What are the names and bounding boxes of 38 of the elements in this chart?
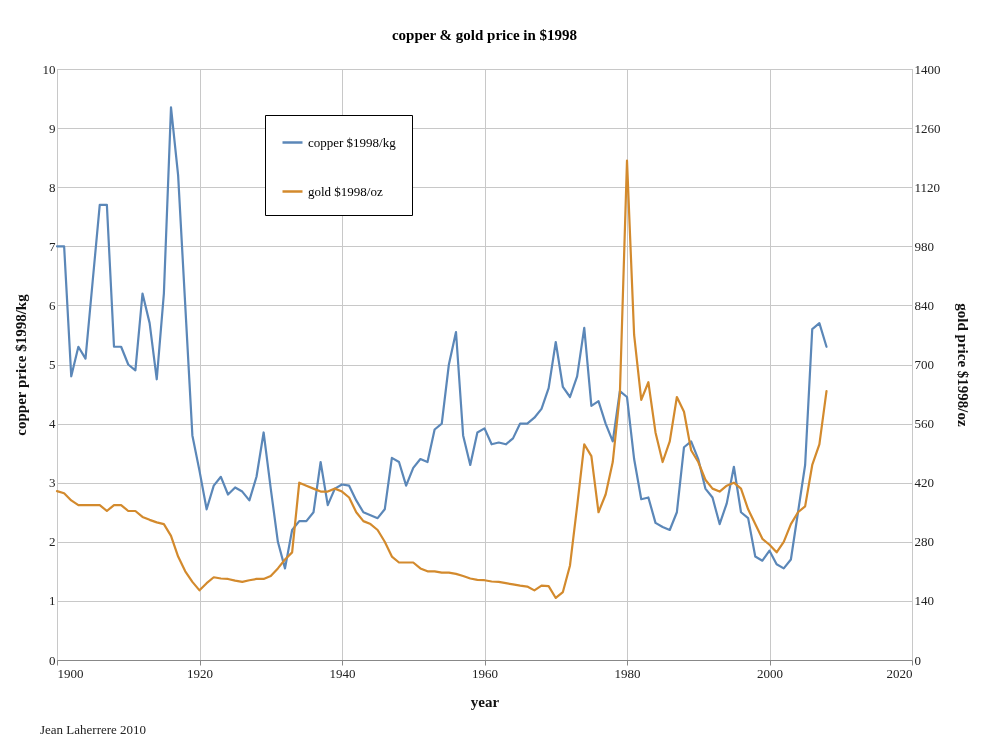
y-tick-label: 7 <box>49 238 56 254</box>
y2-tick-label: 840 <box>914 297 934 313</box>
x-tick-label: 1960 <box>472 665 498 681</box>
y2-tick-label: 1120 <box>914 179 941 195</box>
y2-tick-label: 700 <box>914 357 934 372</box>
text: Jean Laherrere 2010 <box>40 722 147 738</box>
y-tick-label: 0 <box>49 652 56 668</box>
x-tick-label: 1920 <box>187 665 213 681</box>
y-tick-label: 10 <box>42 61 56 77</box>
x-axis-title: year <box>470 693 500 710</box>
x-tick-label: 1980 <box>614 665 641 681</box>
y2-tick-label: 0 <box>914 652 921 668</box>
chart-title: copper & gold price in $1998 <box>391 27 578 43</box>
y-tick-label: 1 <box>49 593 56 609</box>
x-tick-label: 1940 <box>329 665 356 681</box>
y2-tick-label: 280 <box>914 534 934 550</box>
y-tick-label: 8 <box>49 179 56 195</box>
y-tick-label: 2 <box>49 534 56 550</box>
y-tick-label: 9 <box>49 120 56 136</box>
y2-tick-label: 140 <box>914 593 934 609</box>
y2-tick-label: 420 <box>914 475 934 491</box>
x-tick-label: 1900 <box>57 665 84 681</box>
y-tick-label: 3 <box>49 475 56 491</box>
y2-tick-label: 980 <box>914 238 934 254</box>
y2-tick-label: 1260 <box>914 120 941 136</box>
y-axis-title: copper price $1998/kg <box>12 293 29 436</box>
y-tick-label: 5 <box>49 357 56 372</box>
y2-tick-label: 1400 <box>914 61 941 77</box>
x-tick-label: 2020 <box>886 665 913 681</box>
y2-axis-title: gold price $1998/oz <box>954 303 971 427</box>
y-tick-label: 4 <box>49 416 56 432</box>
legend-label: gold $1998/oz <box>308 183 383 199</box>
y2-tick-label: 560 <box>914 416 934 432</box>
line-series <box>55 159 828 600</box>
legend-label: copper $1998/kg <box>308 134 397 150</box>
y-tick-label: 6 <box>49 297 56 313</box>
x-tick-label: 2000 <box>757 665 783 681</box>
line-series <box>55 106 828 570</box>
